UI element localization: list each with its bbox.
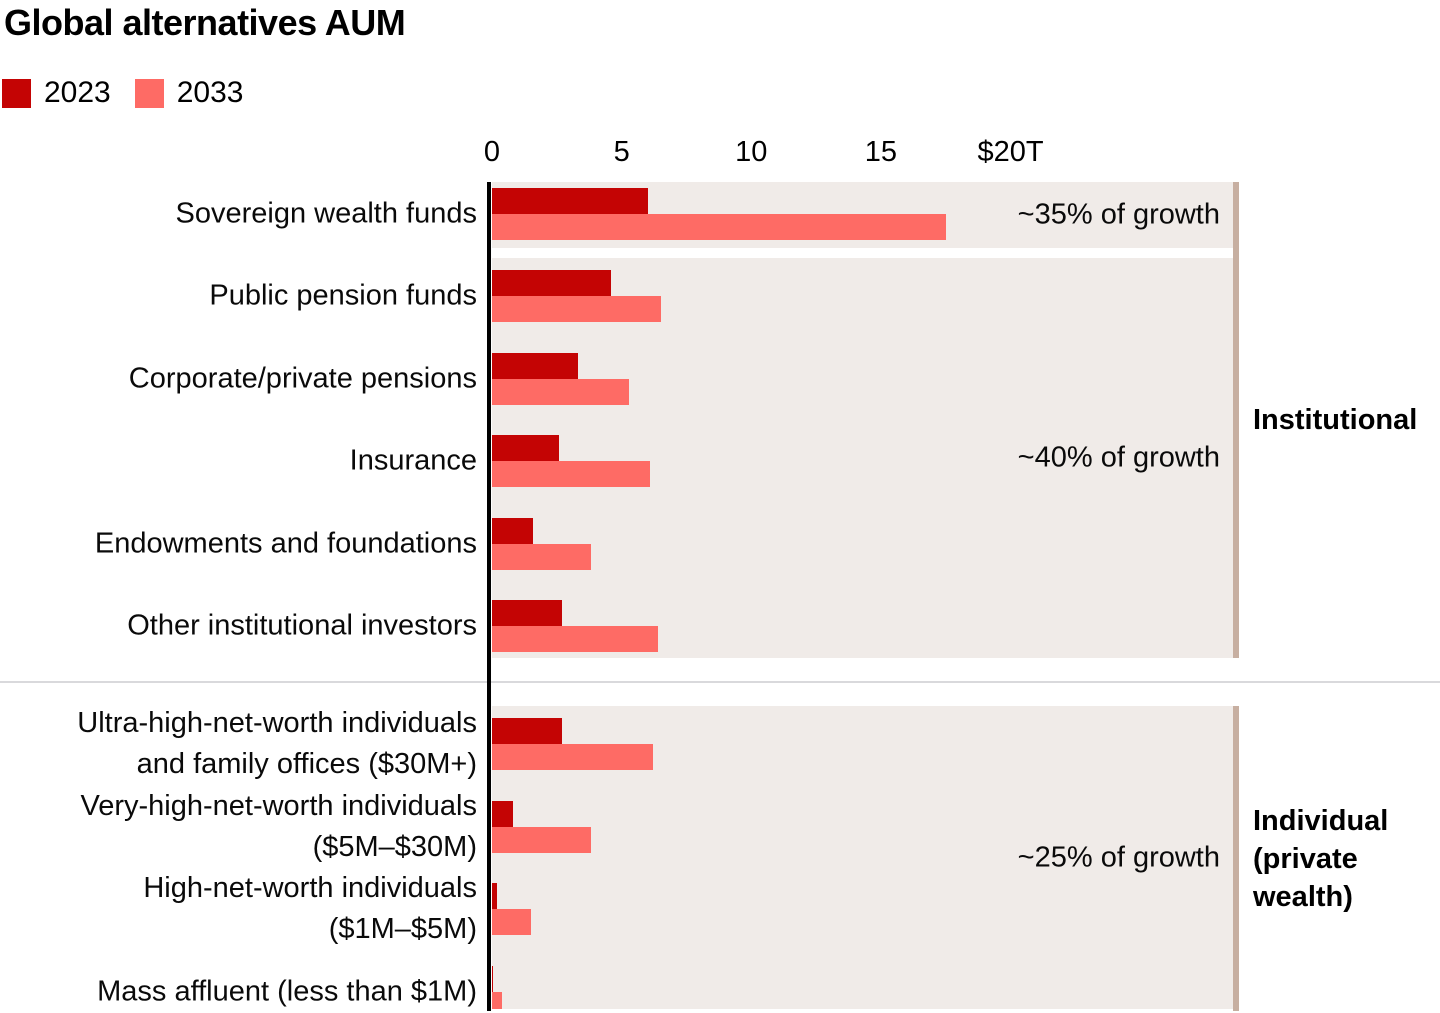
row-label: Ultra-high-net-worth individuals and fami… (77, 707, 477, 780)
legend-item-2033: 2033 (134, 76, 244, 110)
x-axis-tick-label: 5 (613, 136, 630, 168)
section-accent-bar (1233, 182, 1239, 658)
bar-2033 (492, 296, 661, 322)
bar-2033 (492, 461, 651, 487)
legend-label-2033: 2033 (176, 76, 244, 109)
y-axis-line (487, 182, 491, 1011)
row-label: Corporate/private pensions (128, 362, 477, 394)
row-label: Very-high-net-worth individuals ($5M–$30M… (80, 789, 477, 863)
x-axis-tick-label: 10 (735, 136, 768, 168)
row-label: Public pension funds (209, 279, 477, 312)
row-label: Other institutional investors (127, 609, 477, 642)
bar-2023 (492, 600, 562, 626)
section-divider-line (0, 681, 1440, 683)
legend: 2023 2033 (2, 76, 244, 110)
section-accent-bar (1233, 706, 1239, 1011)
growth-annotation: ~25% of growth (1017, 841, 1220, 873)
legend-swatch-2023 (2, 78, 31, 108)
x-axis-tick-label: 0 (483, 136, 501, 168)
section-label: Institutional (1253, 404, 1418, 436)
bar-2023 (492, 718, 562, 744)
bar-2033 (492, 826, 591, 853)
bar-2023 (492, 270, 612, 296)
x-axis-tick-label: 15 (864, 136, 898, 168)
legend-swatch-2033 (134, 78, 164, 108)
chart-title: Global alternatives AUM (4, 2, 406, 43)
bar-2023 (492, 188, 648, 214)
section-label: Individual (private wealth) (1253, 805, 1389, 913)
plot-background-block: ~40% of growth (492, 258, 1233, 658)
bar-2023 (492, 517, 534, 544)
bar-2023 (492, 883, 498, 909)
growth-annotation: ~40% of growth (1017, 441, 1220, 474)
legend-item-2023: 2023 (2, 76, 111, 110)
row-label: Mass affluent (less than $1M) (97, 975, 477, 1007)
bar-2023 (492, 800, 513, 827)
row-label: Endowments and foundations (94, 527, 477, 559)
bar-2033 (492, 909, 531, 935)
bar-2033 (492, 991, 503, 1009)
bar-2023 (492, 352, 578, 379)
bar-2033 (492, 378, 630, 405)
bar-2023 (492, 435, 560, 461)
row-label: Sovereign wealth funds (175, 197, 477, 230)
bar-2033 (492, 543, 591, 570)
row-label: Insurance (349, 444, 477, 477)
growth-annotation: ~35% of growth (1017, 198, 1220, 231)
bar-2033 (492, 626, 658, 652)
plot-background-block: ~25% of growth (492, 706, 1233, 1009)
bar-2033 (492, 744, 653, 770)
row-label: High-net-worth individuals ($1M–$5M) (143, 872, 477, 945)
legend-label-2023: 2023 (44, 76, 111, 109)
plot-background-block: ~35% of growth (492, 182, 1233, 248)
bar-2033 (492, 214, 946, 240)
bar-2023 (492, 965, 494, 992)
x-axis-tick-label: $20T (977, 136, 1044, 168)
